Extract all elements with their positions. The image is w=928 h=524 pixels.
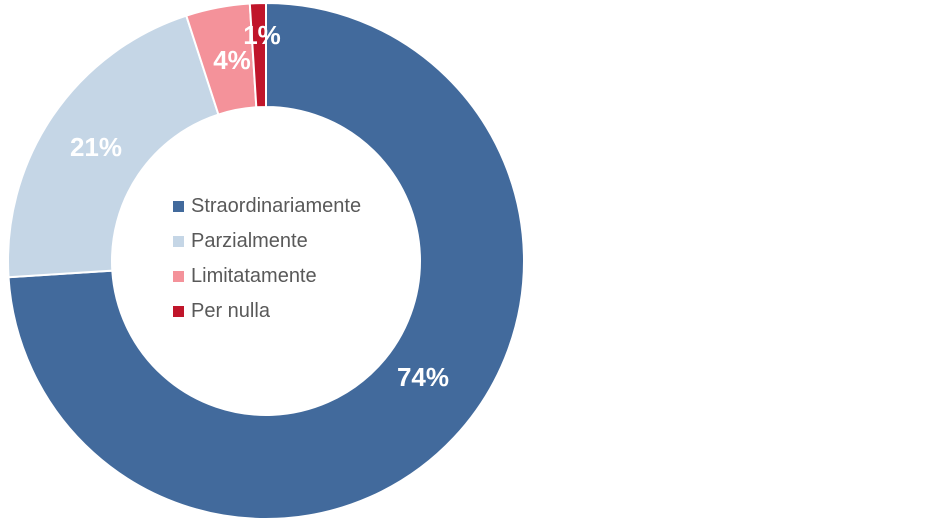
- legend-swatch: [173, 306, 184, 317]
- legend-item-per-nulla: Per nulla: [173, 294, 361, 329]
- legend-label: Straordinariamente: [191, 195, 362, 217]
- data-labels-group: 74% 21% 4%1%: [70, 20, 449, 392]
- data-label: 74%: [397, 362, 449, 392]
- data-label: 21%: [70, 132, 122, 162]
- legend-label: Per nulla: [191, 300, 270, 322]
- legend-swatch: [173, 236, 184, 247]
- data-label: 1%: [243, 20, 281, 50]
- slice-straordinariamente: [7, 1, 525, 520]
- legend-item-straordinariamente: Straordinariamente: [173, 189, 361, 224]
- legend-swatch: [173, 201, 184, 212]
- legend: Straordinariamente Parzialmente Limitata…: [173, 189, 361, 329]
- legend-item-parzialmente: Parzialmente: [173, 224, 361, 259]
- legend-swatch: [173, 271, 184, 282]
- legend-item-limitatamente: Limitatamente: [173, 259, 361, 294]
- legend-label: Parzialmente: [191, 230, 308, 252]
- slices-group: [7, 1, 525, 520]
- slice-per-nulla: [248, 1, 267, 109]
- legend-label: Limitatamente: [191, 265, 317, 287]
- data-label: 4%: [213, 45, 251, 75]
- slice-parzialmente: [7, 14, 220, 279]
